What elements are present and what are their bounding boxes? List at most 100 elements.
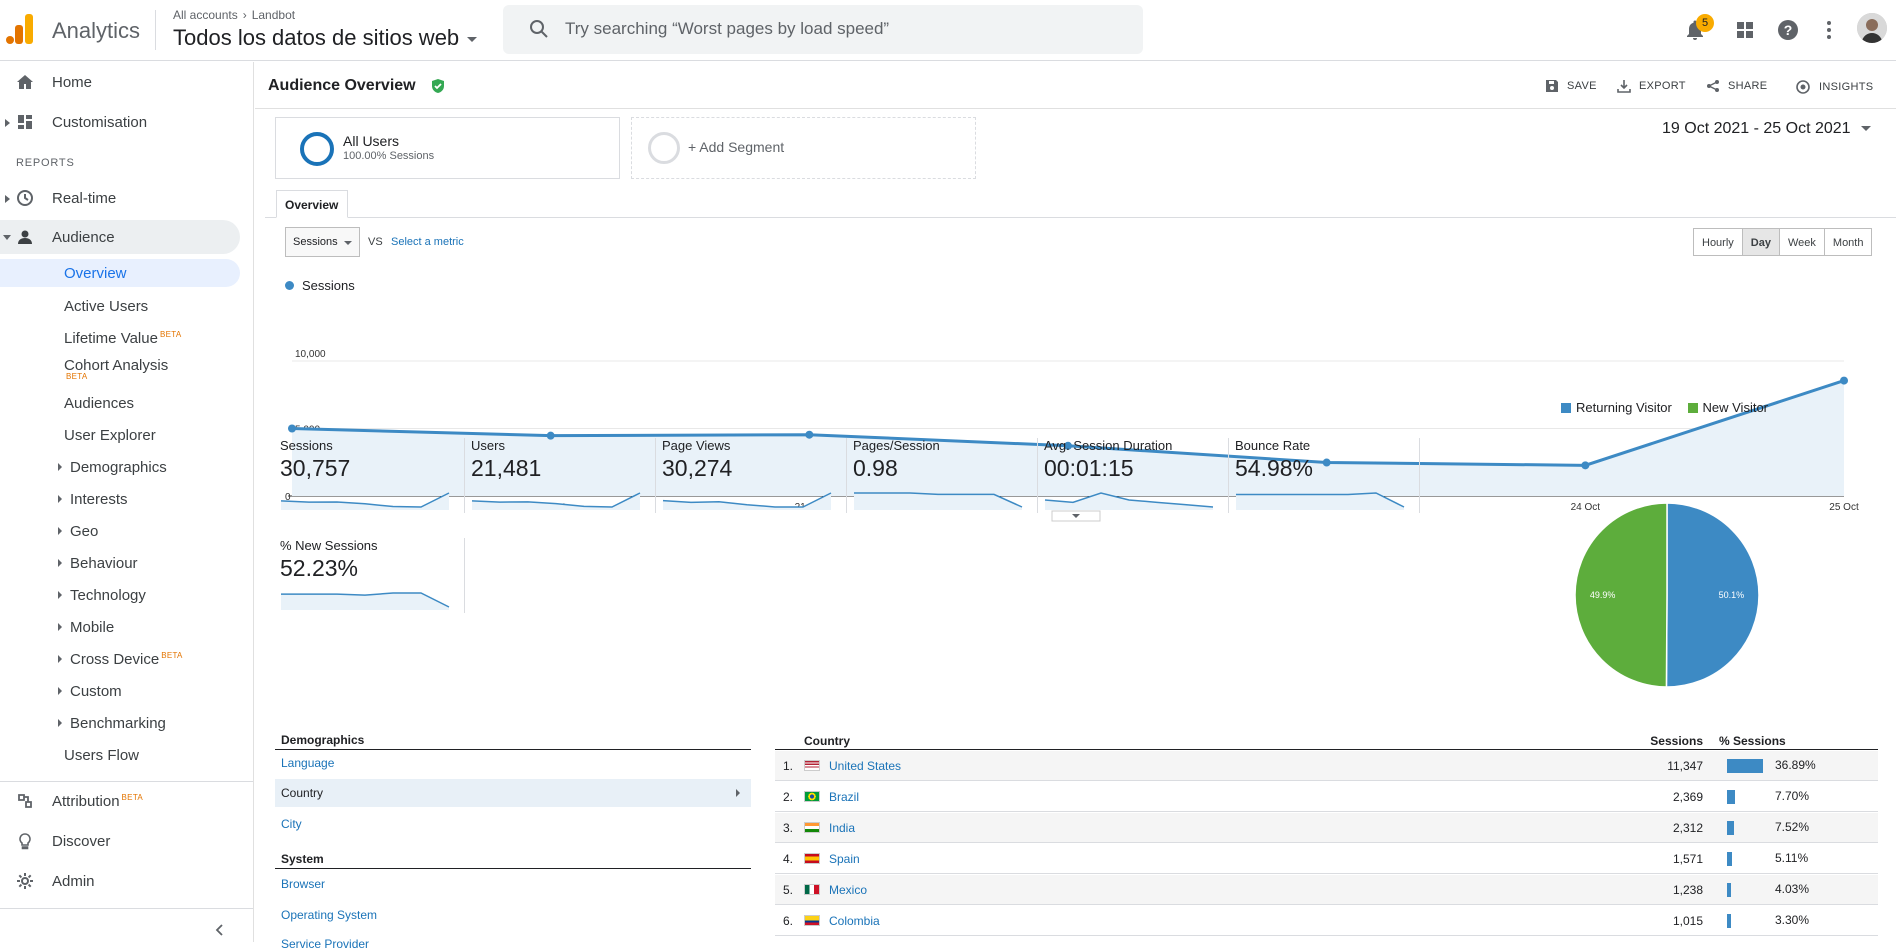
sidebar-item-geo[interactable]: Geo [0, 516, 240, 546]
sidebar-item-admin[interactable]: Admin [0, 866, 240, 896]
select-metric-link[interactable]: Select a metric [391, 236, 464, 248]
more-vert-icon[interactable] [1817, 18, 1841, 42]
sidebar-item-demographics[interactable]: Demographics [0, 452, 240, 482]
reports-section-label: REPORTS [16, 157, 75, 169]
breadcrumb-account[interactable]: Landbot [251, 8, 296, 22]
country-link[interactable]: United States [829, 759, 902, 773]
sidebar-item-active-users[interactable]: Active Users [0, 291, 240, 321]
sidebar-item-user-explorer[interactable]: User Explorer [0, 420, 240, 450]
sidebar-item-users-flow[interactable]: Users Flow [0, 740, 240, 770]
country-link[interactable]: Mexico [829, 883, 868, 897]
divider [464, 538, 465, 613]
sidebar-item-overview[interactable]: Overview [0, 259, 240, 287]
scorecard[interactable]: Page Views 30,274 [637, 438, 847, 526]
sidebar-item-customisation[interactable]: Customisation [0, 107, 240, 137]
scorecard[interactable]: Users 21,481 [446, 438, 656, 526]
date-range-picker[interactable]: 19 Oct 2021 - 25 Oct 2021 [1662, 120, 1871, 138]
scorecard[interactable]: % New Sessions 52.23% [255, 538, 465, 626]
property-selector[interactable]: Todos los datos de sitios web [173, 25, 478, 51]
help-icon[interactable]: ? [1776, 18, 1800, 42]
search-input[interactable] [565, 17, 1125, 41]
y-tick-label: 0 [285, 492, 291, 503]
country-link[interactable]: India [829, 821, 856, 835]
export-button[interactable]: EXPORT [1617, 79, 1686, 93]
dimension-city-link[interactable]: City [281, 817, 302, 831]
scorecard[interactable]: Avg. Session Duration 00:01:15 [1019, 438, 1229, 526]
dimension-language-link[interactable]: Language [281, 756, 335, 770]
sparkline-line [281, 592, 450, 608]
apps-grid-icon[interactable] [1733, 18, 1757, 42]
sidebar-item-cross-device[interactable]: Cross Device BETA [0, 644, 240, 674]
segment-ring-icon [648, 132, 680, 164]
scorecard[interactable]: Pages/Session 0.98 [828, 438, 1038, 526]
country-link[interactable]: Brazil [829, 790, 860, 804]
divider [1419, 438, 1420, 513]
granularity-day[interactable]: Day [1742, 229, 1780, 255]
collapse-sidebar-icon[interactable] [214, 924, 226, 936]
metric-select[interactable]: Sessions [285, 227, 360, 257]
sidebar-item-attribution[interactable]: Attribution BETA [0, 786, 240, 816]
pct-value: 7.52% [1775, 820, 1810, 834]
share-button[interactable]: SHARE [1706, 79, 1767, 93]
sparkline-area [663, 493, 831, 510]
sidebar-item-interests[interactable]: Interests [0, 484, 240, 514]
sidebar-item-technology[interactable]: Technology [0, 580, 240, 610]
sessions-value: 1,571 [1672, 852, 1703, 866]
granularity-hourly[interactable]: Hourly [1694, 229, 1743, 255]
insights-button[interactable]: INSIGHTS [1795, 79, 1873, 95]
breadcrumb[interactable]: All accounts › Landbot [173, 8, 295, 22]
scorecard-value: 21,481 [471, 455, 542, 481]
dimension-browser-link[interactable]: Browser [281, 877, 326, 891]
sidebar-item-discover[interactable]: Discover [0, 826, 240, 856]
sidebar-item-behaviour[interactable]: Behaviour [0, 548, 240, 578]
visitor-pie-chart: 50.1% 49.9% [1575, 503, 1760, 688]
country-flag-icon [804, 822, 820, 833]
breadcrumb-accounts[interactable]: All accounts [173, 8, 238, 22]
avatar[interactable] [1857, 13, 1887, 43]
sidebar-item-home[interactable]: Home [0, 67, 240, 97]
country-link[interactable]: Spain [829, 852, 860, 866]
sidebar-item-audience[interactable]: Audience [0, 220, 240, 254]
granularity-month[interactable]: Month [1832, 237, 1864, 249]
sidebar-item-custom[interactable]: Custom [0, 676, 240, 706]
search-box[interactable] [503, 5, 1143, 54]
sparkline-area [854, 493, 1022, 510]
scorecard-value: 54.98% [1235, 455, 1314, 481]
scorecard[interactable]: Bounce Rate 54.98% [1210, 438, 1420, 526]
sidebar-item-realtime[interactable]: Real-time [0, 183, 240, 213]
segment-all-users[interactable]: All Users 100.00% Sessions [275, 117, 620, 179]
add-segment-button[interactable]: + Add Segment [631, 117, 976, 179]
granularity-week[interactable]: Week [1780, 229, 1825, 255]
sidebar-item-mobile[interactable]: Mobile [0, 612, 240, 642]
notification-count-badge: 5 [1696, 14, 1714, 32]
dimension-country-label: Country [281, 786, 324, 800]
country-link[interactable]: Colombia [829, 914, 880, 928]
vs-label: VS [368, 236, 383, 248]
sidebar-item-label: Behaviour [70, 555, 138, 572]
sidebar-item-lifetime-value[interactable]: Lifetime Value BETA [0, 323, 240, 353]
scorecard[interactable]: Sessions 30,757 [255, 438, 465, 526]
sidebar-item-label: Users Flow [64, 747, 140, 764]
sidebar-item-audiences[interactable]: Audiences [0, 388, 240, 418]
beta-badge: BETA [161, 651, 183, 660]
expand-arrow-icon [5, 195, 10, 203]
gear-icon [17, 873, 33, 889]
series-area [292, 380, 1844, 496]
sidebar: Home Customisation REPORTS Real-time Aud… [0, 62, 254, 942]
pct-value: 4.03% [1775, 882, 1810, 896]
pie-slice[interactable] [1665, 503, 1760, 688]
sidebar-item-benchmarking[interactable]: Benchmarking [0, 708, 240, 738]
dimension-country-selected[interactable]: Country [275, 779, 751, 807]
pie-slice[interactable] [1575, 503, 1668, 688]
dimension-service-provider-link[interactable]: Service Provider [281, 937, 370, 951]
save-button[interactable]: SAVE [1545, 79, 1597, 93]
dimension-os-link[interactable]: Operating System [281, 908, 378, 922]
search-icon [530, 20, 548, 38]
legend-new-visitor: New Visitor [1702, 400, 1769, 415]
tab-overview[interactable]: Overview [276, 190, 348, 218]
sidebar-item-cohort-analysis[interactable]: Cohort Analysis BETA [0, 351, 240, 387]
home-icon [17, 75, 33, 89]
analytics-logo-icon[interactable] [6, 14, 34, 44]
caret-down-icon [467, 36, 478, 42]
table-row: 4. Spain 1,571 5.11% [775, 844, 1878, 874]
